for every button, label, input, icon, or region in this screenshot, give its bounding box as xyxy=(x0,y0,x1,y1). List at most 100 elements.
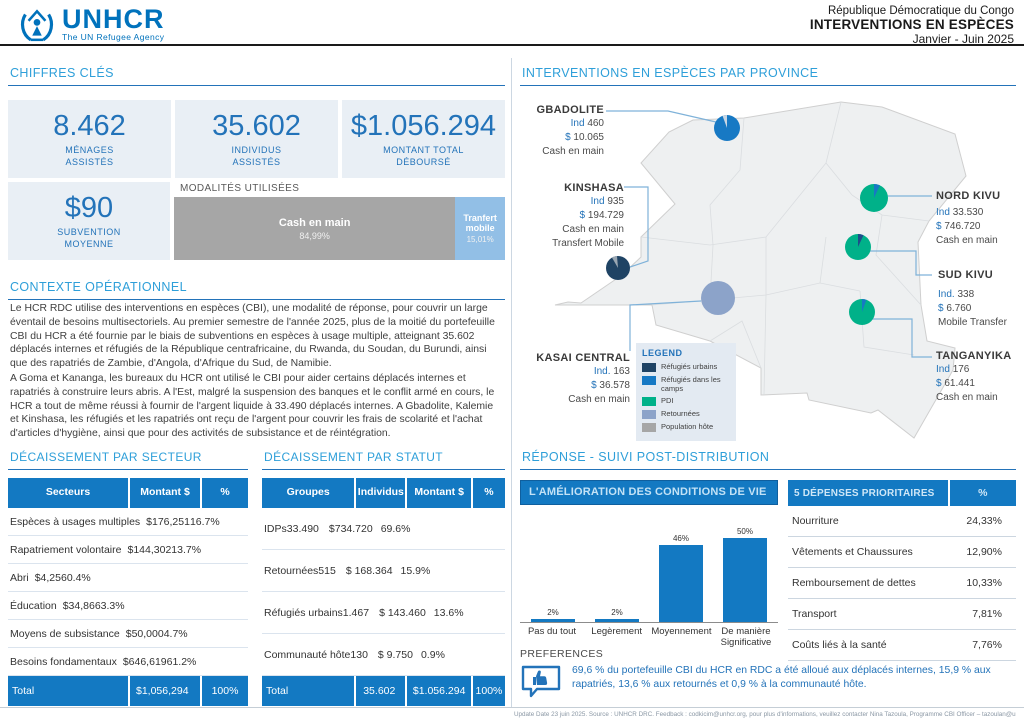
status-table-header: Groupes Individus Montant $ % xyxy=(262,478,505,508)
stat-value: $90 xyxy=(64,191,114,224)
segment-label: Cash en main xyxy=(278,216,351,229)
table-row: Communauté hôte 130 $ 9.750 0.9% xyxy=(262,634,505,676)
country-outline xyxy=(554,101,967,439)
legend-item: Réfugiés dans les camps xyxy=(642,375,730,393)
stat-value: $1.056.294 xyxy=(350,109,497,142)
table-row: IDPs 33.490 $734.720 69.6% xyxy=(262,508,505,550)
column-header: Montant $ xyxy=(405,478,471,508)
bar-chart-categories: Pas du tout Legèrement Moyennement De ma… xyxy=(527,626,772,648)
report-header-block: République Démocratique du Congo INTERVE… xyxy=(810,5,1014,46)
preferences-block: PREFERENCES 69,6 % du portefeuille CBI d… xyxy=(520,648,1018,698)
callout-lines xyxy=(606,110,932,358)
table-total-row: Total 35.602 $1.056.294 100% xyxy=(262,676,505,706)
table-row: Coûts liés à la santé 7,76% xyxy=(788,630,1016,661)
preferences-text: 69,6 % du portefeuille CBI du HCR en RDC… xyxy=(572,665,991,691)
bar-group: 2% xyxy=(526,608,580,622)
column-header: Montant $ xyxy=(128,478,200,508)
unhcr-emblem-icon xyxy=(20,9,54,42)
stat-individuals: 35.602 INDIVIDUS ASSISTÉS xyxy=(175,100,338,178)
bar-value-label: 46% xyxy=(672,533,689,543)
section-title-map: INTERVENTIONS EN ESPÈCES PAR PROVINCE xyxy=(520,64,1016,86)
drc-map-svg xyxy=(554,101,967,439)
legend-item: Retournées xyxy=(642,409,730,419)
legend-item: PDI xyxy=(642,396,730,406)
sector-table: Secteurs Montant $ % Espèces à usages mu… xyxy=(8,478,248,706)
status-table: Groupes Individus Montant $ % IDPs 33.49… xyxy=(262,478,505,706)
modalities-stacked-bar: Cash en main 84,99% Tranfert mobile 15,0… xyxy=(174,197,505,260)
modality-segment-cash: Cash en main 84,99% xyxy=(174,197,456,260)
bar xyxy=(531,618,575,622)
bar-value-label: 2% xyxy=(611,607,623,617)
legend-item: Réfugiés urbains xyxy=(642,362,730,372)
context-paragraph-2: A Goma et Kananga, les bureaux du HCR on… xyxy=(10,373,495,440)
legend-swatch-camp-refugees xyxy=(642,376,656,385)
segment-percent: 15,01% xyxy=(466,235,494,244)
unhcr-logo: UNHCR The UN Refugee Agency xyxy=(18,5,165,43)
conditions-chart-panel: L'AMÉLIORATION DES CONDITIONS DE VIE 2% … xyxy=(520,480,778,649)
modalities-title: MODALITÉS UTILISÉES xyxy=(180,183,300,194)
stat-households: 8.462 MÉNAGES ASSISTÉS xyxy=(8,100,171,178)
bar-value-label: 2% xyxy=(547,607,559,617)
column-header: Groupes xyxy=(286,486,330,499)
table-row: Nourriture 24,33% xyxy=(788,506,1016,537)
report-country: République Démocratique du Congo xyxy=(827,5,1014,17)
stat-total-amount: $1.056.294 MONTANT TOTAL DÉBOURSÉ xyxy=(342,100,505,178)
province-label-gbadolite: GBADOLITE Ind 460 $ 10.065 Cash en main xyxy=(536,104,604,157)
table-row: Réfugiés urbains 1.467 $ 143.460 13.6% xyxy=(262,592,505,634)
table-row: Abri $4,256 0.4% xyxy=(8,564,248,592)
modalities-panel: MODALITÉS UTILISÉES Cash en main 84,99% … xyxy=(174,182,505,260)
table-row: Besoins fondamentaux $646,619 61.2% xyxy=(8,648,248,676)
table-row: Rapatriement volontaire $144,302 13.7% xyxy=(8,536,248,564)
province-map: GBADOLITE Ind 460 $ 10.065 Cash en main … xyxy=(520,95,1016,447)
preferences-label: PREFERENCES xyxy=(520,648,604,660)
stat-value: 35.602 xyxy=(212,109,301,142)
sector-table-header: Secteurs Montant $ % xyxy=(8,478,248,508)
stat-label: INDIVIDUS ASSISTÉS xyxy=(231,144,282,167)
segment-label: Tranfert mobile xyxy=(463,213,497,233)
column-header: % xyxy=(200,478,248,508)
map-legend: LEGEND Réfugiés urbains Réfugiés dans le… xyxy=(636,343,736,441)
report-title: INTERVENTIONS EN ESPÈCES xyxy=(809,17,1014,32)
stat-value: 8.462 xyxy=(53,109,126,142)
section-title-response: RÉPONSE - SUIVI POST-DISTRIBUTION xyxy=(520,448,1016,470)
bar-chart: 2% 2% 46% 50% xyxy=(520,517,778,623)
modality-segment-mobile: Tranfert mobile 15,01% xyxy=(455,197,505,260)
legend-item: Population hôte xyxy=(642,422,730,432)
priority-expenses-table: 5 DÉPENSES PRIORITAIRES % Nourriture 24,… xyxy=(788,480,1016,661)
stat-label: SUBVENTION MOYENNE xyxy=(57,226,121,249)
province-label-tanganyika: TANGANYIKA Ind 176 $ 61.441 Cash en main xyxy=(936,350,1012,403)
thumbs-up-icon xyxy=(521,665,561,698)
key-figures-row-2: $90 SUBVENTION MOYENNE MODALITÉS UTILISÉ… xyxy=(8,182,505,260)
column-divider xyxy=(511,58,512,707)
legend-swatch-urban-refugees xyxy=(642,363,656,372)
section-title-key-figures: CHIFFRES CLÉS xyxy=(8,64,505,86)
column-header: Individus xyxy=(354,478,405,508)
province-label-kasai-central: KASAI CENTRAL Ind. 163 $ 36.578 Cash en … xyxy=(536,352,630,405)
pie-kasai-central xyxy=(701,281,735,315)
bar xyxy=(723,538,767,622)
table-row: Moyens de subsistance $50,000 4.7% xyxy=(8,620,248,648)
table-row: Transport 7,81% xyxy=(788,599,1016,630)
table-row: Remboursement de dettes 10,33% xyxy=(788,568,1016,599)
context-paragraph-1: Le HCR RDC utilise des interventions en … xyxy=(10,303,495,370)
header: UNHCR The UN Refugee Agency République D… xyxy=(0,0,1024,46)
footer-divider xyxy=(0,707,1024,708)
stat-label: MÉNAGES ASSISTÉS xyxy=(65,144,114,167)
bar-group: 50% xyxy=(718,527,772,622)
logo-tagline: The UN Refugee Agency xyxy=(62,32,165,42)
expenses-table-header: 5 DÉPENSES PRIORITAIRES % xyxy=(788,480,1016,506)
province-label-kinshasa: KINSHASA Ind 935 $ 194.729 Cash en main … xyxy=(552,182,624,249)
bar-value-label: 50% xyxy=(736,527,753,536)
table-row: Retournées 515 $ 168.364 15.9% xyxy=(262,550,505,592)
table-row: Éducation $34,866 3.3% xyxy=(8,592,248,620)
legend-title: LEGEND xyxy=(642,348,683,358)
column-header: % xyxy=(470,478,505,508)
section-title-context: CONTEXTE OPÉRATIONNEL xyxy=(8,278,505,300)
bar-group: 46% xyxy=(654,534,708,622)
footer-text: Update Date 23 juin 2025. Source : UNHCR… xyxy=(514,711,1016,718)
table-row: Espèces à usages multiples $176,251 16.7… xyxy=(8,508,248,536)
stat-average-grant: $90 SUBVENTION MOYENNE xyxy=(8,182,170,260)
legend-swatch-pdi xyxy=(642,397,656,406)
legend-swatch-host-population xyxy=(642,423,656,432)
